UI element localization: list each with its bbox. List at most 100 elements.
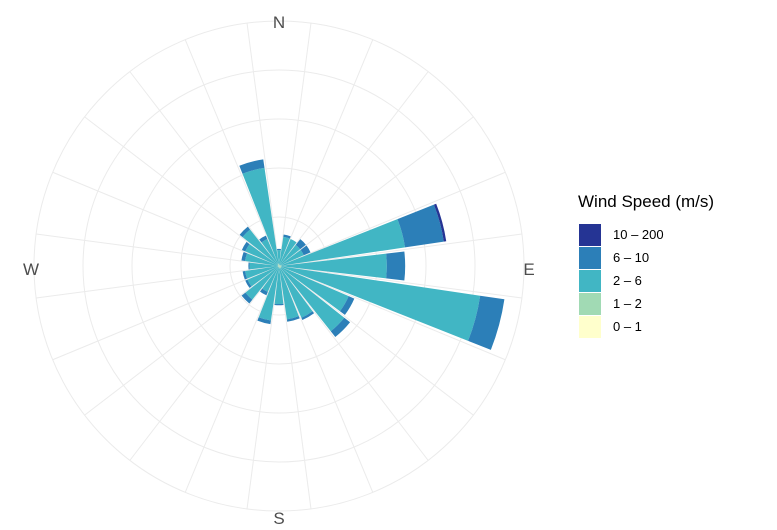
legend-label-2: 2 – 6 (613, 273, 642, 288)
bar-segment-75-2 (281, 219, 406, 266)
grid-spoke (84, 265, 280, 416)
bar-segment-135-3 (330, 317, 351, 338)
grid-spoke (278, 265, 429, 461)
grid-spoke (129, 265, 280, 461)
grid-spoke (184, 265, 280, 493)
grid-spoke (278, 265, 474, 416)
bar-segment-270-2 (249, 262, 278, 270)
bar-segment-210-2 (262, 266, 279, 292)
bar-segment-150-2 (279, 267, 313, 318)
bar-segment-165-1 (279, 266, 280, 269)
bar-segment-270-3 (248, 262, 250, 270)
bar-segment-75-4 (433, 203, 447, 242)
grid-spoke (246, 265, 280, 509)
bar-segment-210-3 (260, 288, 268, 296)
bar-segment-135-2 (280, 267, 345, 332)
polar-grid (33, 20, 525, 512)
grid-spoke (52, 171, 280, 267)
bar-segment-330-2 (261, 239, 279, 265)
bar-segment-225-1 (278, 266, 279, 267)
grid-spoke (278, 171, 506, 267)
bar-segment-180-2 (274, 267, 284, 304)
bar-segment-345-2 (242, 167, 279, 264)
bar-segment-105-2 (281, 266, 481, 341)
bar-segment-90-1 (279, 265, 282, 267)
legend-title: Wind Speed (m/s) (578, 192, 714, 211)
bar-segment-255-3 (242, 271, 248, 280)
bar-segment-30-1 (279, 264, 280, 266)
bar-segment-285-2 (245, 253, 278, 266)
legend-swatch-0 (579, 224, 601, 246)
bar-segment-225-3 (241, 292, 253, 304)
bar-segment-300-1 (277, 265, 279, 266)
bar-segment-330-1 (277, 263, 279, 266)
bar-segment-75-3 (397, 204, 444, 248)
bar-segment-315-3 (239, 226, 251, 238)
bar-segment-60-3 (300, 245, 311, 256)
grid-spoke (278, 265, 506, 361)
bar-segment-300-2 (245, 244, 279, 266)
grid-spoke (278, 71, 429, 267)
grid-spoke (278, 23, 312, 267)
legend-swatch-1 (579, 247, 601, 269)
grid-spoke (278, 265, 312, 509)
legend-label-3: 1 – 2 (613, 296, 642, 311)
grid-ring (82, 69, 476, 463)
bar-segment-225-2 (245, 266, 279, 300)
bar-segment-345-1 (278, 263, 279, 266)
bar-segment-315-2 (242, 229, 279, 266)
legend-label-4: 0 – 1 (613, 319, 642, 334)
bar-segment-240-2 (247, 266, 279, 287)
bar-segment-330-3 (259, 235, 268, 243)
bar-segment-300-3 (241, 241, 250, 252)
bar-segment-240-1 (277, 266, 279, 267)
bar-segment-45-1 (279, 265, 280, 266)
bar-segment-120-3 (339, 296, 355, 315)
direction-label-e: E (523, 260, 534, 279)
legend-label-0: 10 – 200 (613, 227, 664, 242)
bar-segment-90-3 (386, 251, 406, 281)
bar-segment-285-3 (241, 252, 248, 261)
bar-segment-255-2 (245, 266, 278, 279)
bar-segment-15-3 (283, 234, 291, 239)
bar-segment-195-2 (258, 267, 279, 321)
grid-ring (131, 118, 427, 414)
grid-spoke (36, 233, 280, 267)
legend-label-1: 6 – 10 (613, 250, 649, 265)
grid-spoke (246, 23, 280, 267)
grid-spoke (52, 265, 280, 361)
legend-swatch-3 (579, 293, 601, 315)
direction-label-w: W (23, 260, 39, 279)
grid-spoke (278, 265, 374, 493)
bar-segment-195-3 (257, 317, 271, 325)
bar-segment-90-2 (281, 253, 387, 279)
bar-segment-0-3 (277, 248, 281, 251)
direction-label-n: N (273, 13, 285, 32)
bar-segment-105-3 (468, 295, 505, 350)
bar-segment-15-2 (279, 236, 290, 265)
bar-segment-210-1 (278, 266, 279, 268)
bar-segment-120-2 (280, 266, 349, 312)
grid-ring (33, 20, 525, 512)
bar-segment-135-1 (279, 266, 281, 268)
bar-segment-315-1 (278, 265, 279, 266)
bar-segment-165-2 (279, 268, 299, 320)
grid-spoke (278, 39, 374, 267)
bar-segment-60-1 (279, 265, 281, 266)
grid-spoke (36, 265, 280, 299)
legend-swatch-2 (579, 270, 601, 292)
grid-spoke (278, 116, 474, 267)
grid-spoke (84, 116, 280, 267)
legend-swatch-4 (579, 316, 601, 338)
direction-labels: N E S W (23, 13, 535, 528)
bar-segment-345-3 (239, 159, 265, 174)
bar-segment-105-1 (279, 266, 282, 267)
bar-segment-45-3 (295, 239, 306, 250)
bar-segment-60-2 (279, 249, 304, 266)
grid-spoke (184, 39, 280, 267)
grid-spoke (129, 71, 280, 267)
bar-segment-75-1 (279, 265, 282, 266)
bar-segment-150-1 (279, 266, 281, 269)
bar-segment-45-2 (279, 244, 301, 266)
